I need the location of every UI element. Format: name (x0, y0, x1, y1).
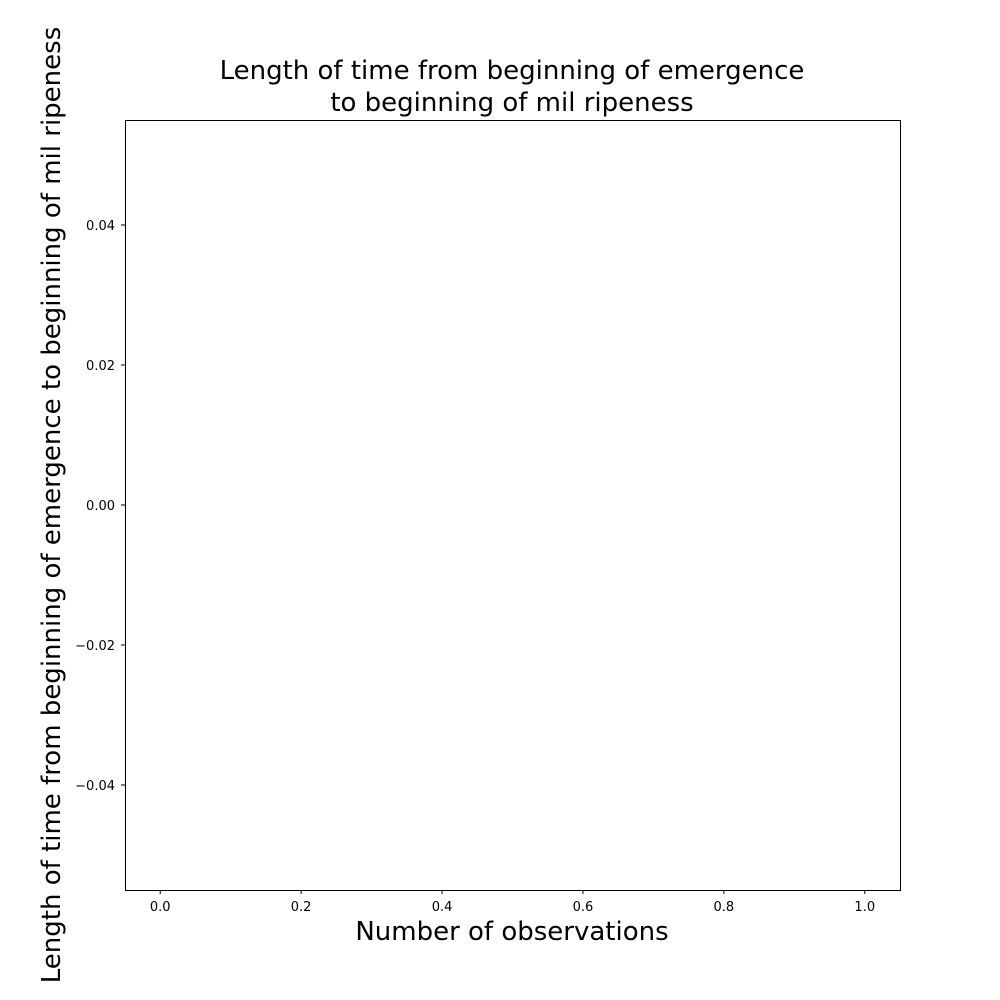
y-tick-label: 0.02 (86, 359, 115, 374)
chart-title-line-1: Length of time from beginning of emergen… (220, 56, 805, 86)
y-tick-label: 0.00 (86, 499, 115, 514)
x-axis-ticks: 0.0 0.2 0.4 0.6 0.8 1.0 (150, 890, 875, 915)
x-axis-label: Number of observations (355, 917, 668, 947)
x-tick-label: 0.6 (573, 900, 594, 915)
x-tick-label: 0.8 (714, 900, 735, 915)
chart-title-line-2: to beginning of mil ripeness (330, 88, 693, 118)
x-tick-label: 0.2 (291, 900, 312, 915)
plot-area-frame (125, 120, 901, 891)
y-axis-label: Length of time from beginning of emergen… (37, 27, 67, 983)
y-axis-ticks: −0.04 −0.02 0.00 0.02 0.04 (75, 219, 125, 794)
x-tick-label: 1.0 (854, 900, 875, 915)
y-tick-label: −0.02 (75, 639, 115, 654)
x-tick-label: 0.0 (150, 900, 171, 915)
y-tick-label: 0.04 (86, 219, 115, 234)
x-tick-label: 0.4 (432, 900, 453, 915)
y-tick-label: −0.04 (75, 779, 115, 794)
